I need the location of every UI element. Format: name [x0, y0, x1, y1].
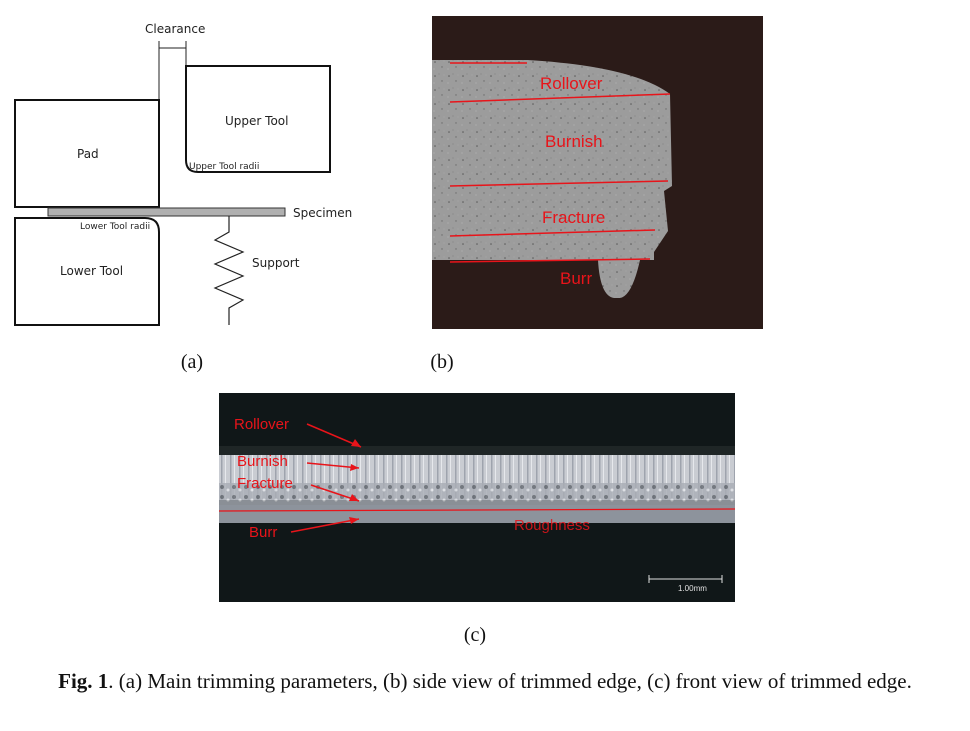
- burr-arrowhead: [349, 517, 359, 524]
- front-view-micrograph: Rollover Burnish Fracture Burr Roughness…: [219, 393, 735, 602]
- upper-tool-radii-label: Upper Tool radii: [189, 162, 259, 172]
- burnish-arrow: [306, 462, 360, 469]
- lower-tool-shape: [14, 217, 160, 326]
- upper-tool-shape: [185, 65, 331, 173]
- rollover-arrowhead: [351, 439, 361, 447]
- side-view-micrograph: Rollover Burnish Fracture Burr: [432, 16, 763, 329]
- figure-caption-text: . (a) Main trimming parameters, (b) side…: [108, 669, 912, 693]
- pad-shape: [14, 99, 160, 208]
- roughness-label: Roughness: [514, 517, 590, 534]
- scale-bar-label: 1.00mm: [678, 584, 707, 593]
- burr-label-c: Burr: [249, 524, 277, 541]
- sublabel-a: (a): [180, 351, 204, 373]
- figure-caption: Fig. 1. (a) Main trimming parameters, (b…: [0, 667, 970, 696]
- upper-tool-label: Upper Tool: [225, 114, 288, 128]
- burr-band: [219, 505, 735, 523]
- rollover-arrow: [306, 423, 362, 448]
- lower-tool-label: Lower Tool: [60, 264, 123, 278]
- pad-label: Pad: [77, 147, 99, 161]
- rollover-label-b: Rollover: [540, 74, 603, 93]
- clearance-label: Clearance: [145, 22, 205, 36]
- lower-tool-radii-label: Lower Tool radii: [80, 222, 150, 232]
- burr-line: [449, 258, 651, 263]
- fracture-label-c: Fracture: [237, 475, 293, 492]
- rollover-burnish-line: [449, 93, 671, 103]
- burr-arrow: [290, 518, 360, 533]
- roughness-line: [219, 508, 735, 512]
- burnish-label-b: Burnish: [545, 132, 603, 151]
- sublabel-c: (c): [463, 624, 487, 646]
- fracture-lower-line: [449, 229, 656, 237]
- burr-label-b: Burr: [560, 269, 592, 288]
- specimen-label: Specimen: [293, 206, 352, 220]
- fracture-arrowhead: [349, 494, 359, 501]
- burnish-arrowhead: [350, 464, 359, 471]
- rollover-label-c: Rollover: [234, 416, 289, 433]
- burnish-fracture-line: [449, 180, 669, 187]
- metal-section: [432, 60, 672, 298]
- figure-number: Fig. 1: [58, 669, 109, 693]
- fracture-label-b: Fracture: [542, 208, 605, 227]
- trimming-diagram: Clearance Upper Tool Upper Tool radii Pa…: [14, 22, 352, 326]
- burnish-label-c: Burnish: [237, 453, 288, 470]
- fracture-band: [219, 483, 735, 505]
- rollover-band: [219, 446, 735, 455]
- specimen-shape: [47, 207, 286, 217]
- support-label: Support: [252, 256, 300, 270]
- sublabel-b: (b): [430, 351, 454, 373]
- support-spring: [213, 216, 245, 325]
